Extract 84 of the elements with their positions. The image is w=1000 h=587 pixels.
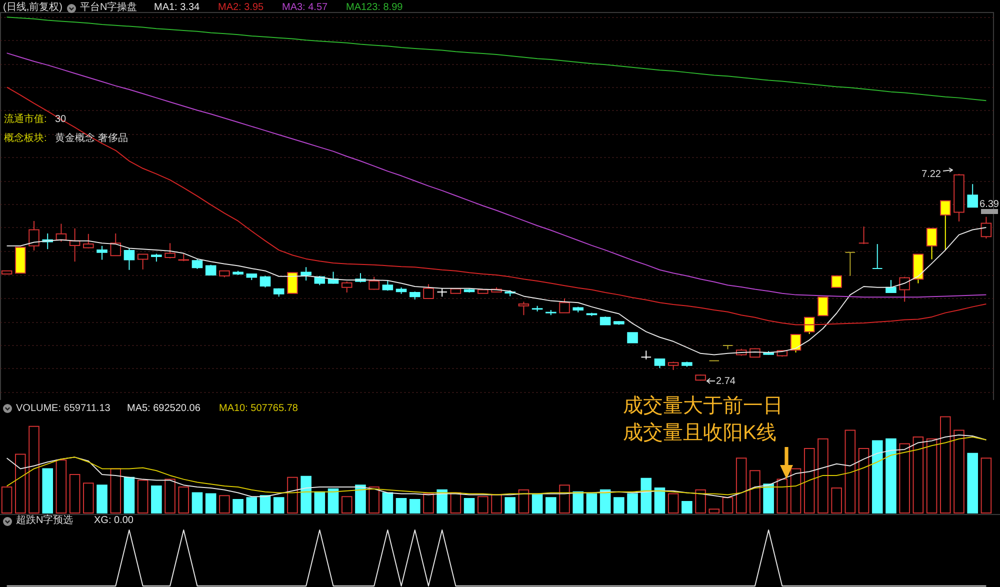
bar	[763, 484, 774, 514]
bar	[640, 478, 652, 514]
bar	[328, 488, 339, 514]
candlestick	[844, 252, 856, 276]
bar	[572, 491, 584, 514]
bar	[260, 495, 271, 514]
candlestick	[872, 244, 883, 270]
text: MA3: 4.57	[282, 2, 328, 13]
bar	[355, 484, 366, 514]
annotation: 成交量大于前一日	[623, 395, 783, 417]
candlestick	[804, 316, 815, 335]
bar	[967, 452, 978, 514]
bar	[682, 500, 692, 514]
text: MA2: 3.95	[218, 2, 264, 13]
legend-title: 平台N字操盘	[80, 1, 138, 13]
bar	[600, 489, 611, 514]
bar	[436, 489, 448, 514]
bar	[300, 476, 312, 514]
bar	[124, 476, 135, 514]
bar	[504, 497, 516, 514]
annotation: 6.39	[980, 199, 1000, 210]
bar	[627, 493, 638, 514]
candlestick	[640, 350, 652, 360]
candlestick	[818, 296, 828, 316]
bar	[232, 499, 244, 514]
candlestick	[940, 200, 951, 251]
candlestick	[83, 233, 94, 249]
candlestick	[423, 284, 434, 299]
bar	[273, 497, 284, 514]
series-label: XG: 0.00	[94, 515, 134, 526]
annotation: 2.74	[716, 376, 736, 387]
bar	[614, 497, 624, 514]
candlestick	[382, 280, 394, 292]
text: MA5: 692520.06	[127, 403, 201, 414]
bar	[586, 493, 598, 514]
bar	[205, 493, 216, 514]
annotation: 7.22	[922, 169, 942, 180]
candlestick	[831, 275, 842, 288]
candlestick	[300, 266, 312, 282]
bar	[546, 497, 556, 514]
candlestick	[124, 248, 135, 270]
bar	[396, 498, 407, 514]
candlestick	[926, 228, 938, 260]
bar	[382, 492, 394, 514]
bar	[192, 492, 203, 514]
bar	[886, 438, 896, 514]
bar	[42, 468, 54, 514]
candlestick	[260, 275, 271, 288]
candlestick	[287, 272, 298, 294]
candlestick	[164, 242, 176, 259]
bar	[409, 499, 420, 514]
bar	[464, 498, 475, 514]
bar	[872, 440, 883, 514]
bar	[654, 487, 666, 514]
bar	[151, 486, 162, 514]
text: MA10: 507765.78	[219, 403, 298, 414]
bar	[246, 497, 258, 514]
legend-title: VOLUME: 659711.13	[16, 403, 111, 414]
candlestick	[341, 280, 352, 294]
chart-title: 超跌N字预选	[16, 514, 74, 526]
bar	[314, 491, 326, 514]
candlestick	[110, 232, 122, 256]
bar	[96, 484, 108, 514]
candlestick	[368, 276, 380, 290]
text: MA123: 8.99	[346, 2, 404, 13]
candlestick	[967, 184, 978, 208]
candlestick	[627, 332, 638, 344]
text: MA1: 3.34	[154, 2, 200, 13]
candlestick	[886, 280, 896, 294]
chart-title: (日线,前复权)	[3, 1, 62, 13]
bar	[532, 494, 543, 514]
candlestick	[192, 258, 203, 270]
candlestick	[137, 254, 148, 270]
candlestick	[28, 220, 40, 252]
candlestick	[96, 245, 108, 260]
annotation: 概念板块:	[4, 132, 47, 144]
candlestick	[518, 301, 530, 316]
candlestick	[858, 226, 870, 245]
candlestick	[980, 216, 992, 240]
annotation: 黄金概念 奢侈品	[55, 132, 128, 144]
annotation: 成交量且收阳K线	[623, 422, 776, 444]
annotation: 流通市值:	[4, 113, 47, 125]
candlestick	[559, 298, 570, 314]
candlestick	[790, 334, 802, 353]
